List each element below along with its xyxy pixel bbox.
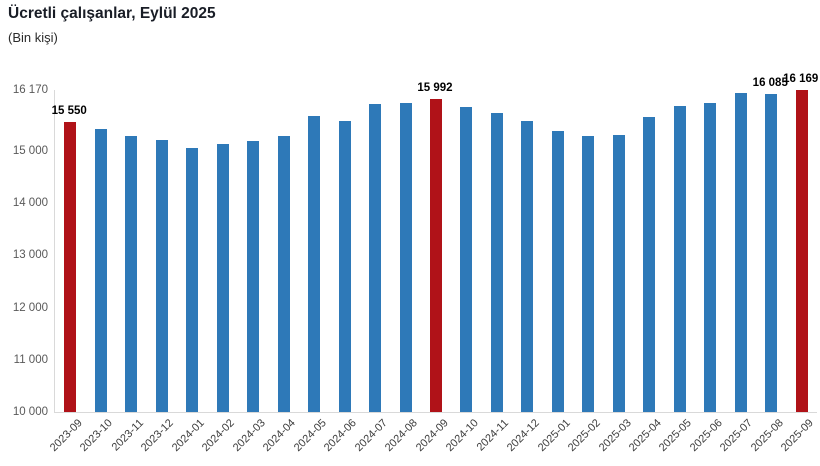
plot-area bbox=[54, 90, 817, 413]
bar bbox=[734, 92, 747, 412]
chart-title: Ücretli çalışanlar, Eylül 2025 bbox=[8, 5, 216, 22]
bar bbox=[338, 120, 351, 412]
bar bbox=[673, 105, 686, 412]
bar bbox=[399, 103, 412, 412]
y-tick-label: 10 000 bbox=[12, 406, 48, 418]
bar bbox=[155, 139, 168, 412]
y-tick-label: 11 000 bbox=[13, 353, 48, 366]
bar-highlighted bbox=[795, 90, 808, 412]
bar bbox=[125, 136, 138, 412]
bar-highlighted bbox=[64, 122, 77, 412]
bar-value-label: 16 169 bbox=[783, 73, 819, 86]
y-tick-label: 15 000 bbox=[12, 145, 48, 158]
bar bbox=[94, 128, 107, 412]
bar bbox=[582, 136, 595, 412]
y-tick-label: 16 170 bbox=[12, 84, 48, 96]
bar bbox=[612, 135, 625, 412]
bar-value-label: 16 085 bbox=[752, 77, 788, 90]
bar-highlighted bbox=[430, 99, 442, 412]
bar bbox=[551, 130, 564, 412]
bar-value-label: 15 550 bbox=[51, 105, 87, 118]
bar bbox=[186, 147, 199, 412]
bar bbox=[765, 94, 778, 412]
bar bbox=[460, 107, 473, 412]
bar bbox=[216, 144, 229, 412]
bar bbox=[521, 120, 534, 412]
bar-value-label: 15 992 bbox=[417, 82, 453, 95]
chart-subtitle: (Bin kişi) bbox=[8, 30, 58, 45]
bar bbox=[369, 103, 382, 412]
bar bbox=[490, 112, 503, 412]
y-tick-label: 14 000 bbox=[12, 197, 48, 210]
bar bbox=[643, 117, 656, 412]
y-tick-label: 13 000 bbox=[12, 249, 48, 262]
bar bbox=[277, 136, 290, 412]
bar bbox=[247, 140, 260, 412]
bar bbox=[704, 103, 717, 412]
y-tick-label: 12 000 bbox=[12, 301, 48, 314]
bar bbox=[308, 115, 321, 412]
